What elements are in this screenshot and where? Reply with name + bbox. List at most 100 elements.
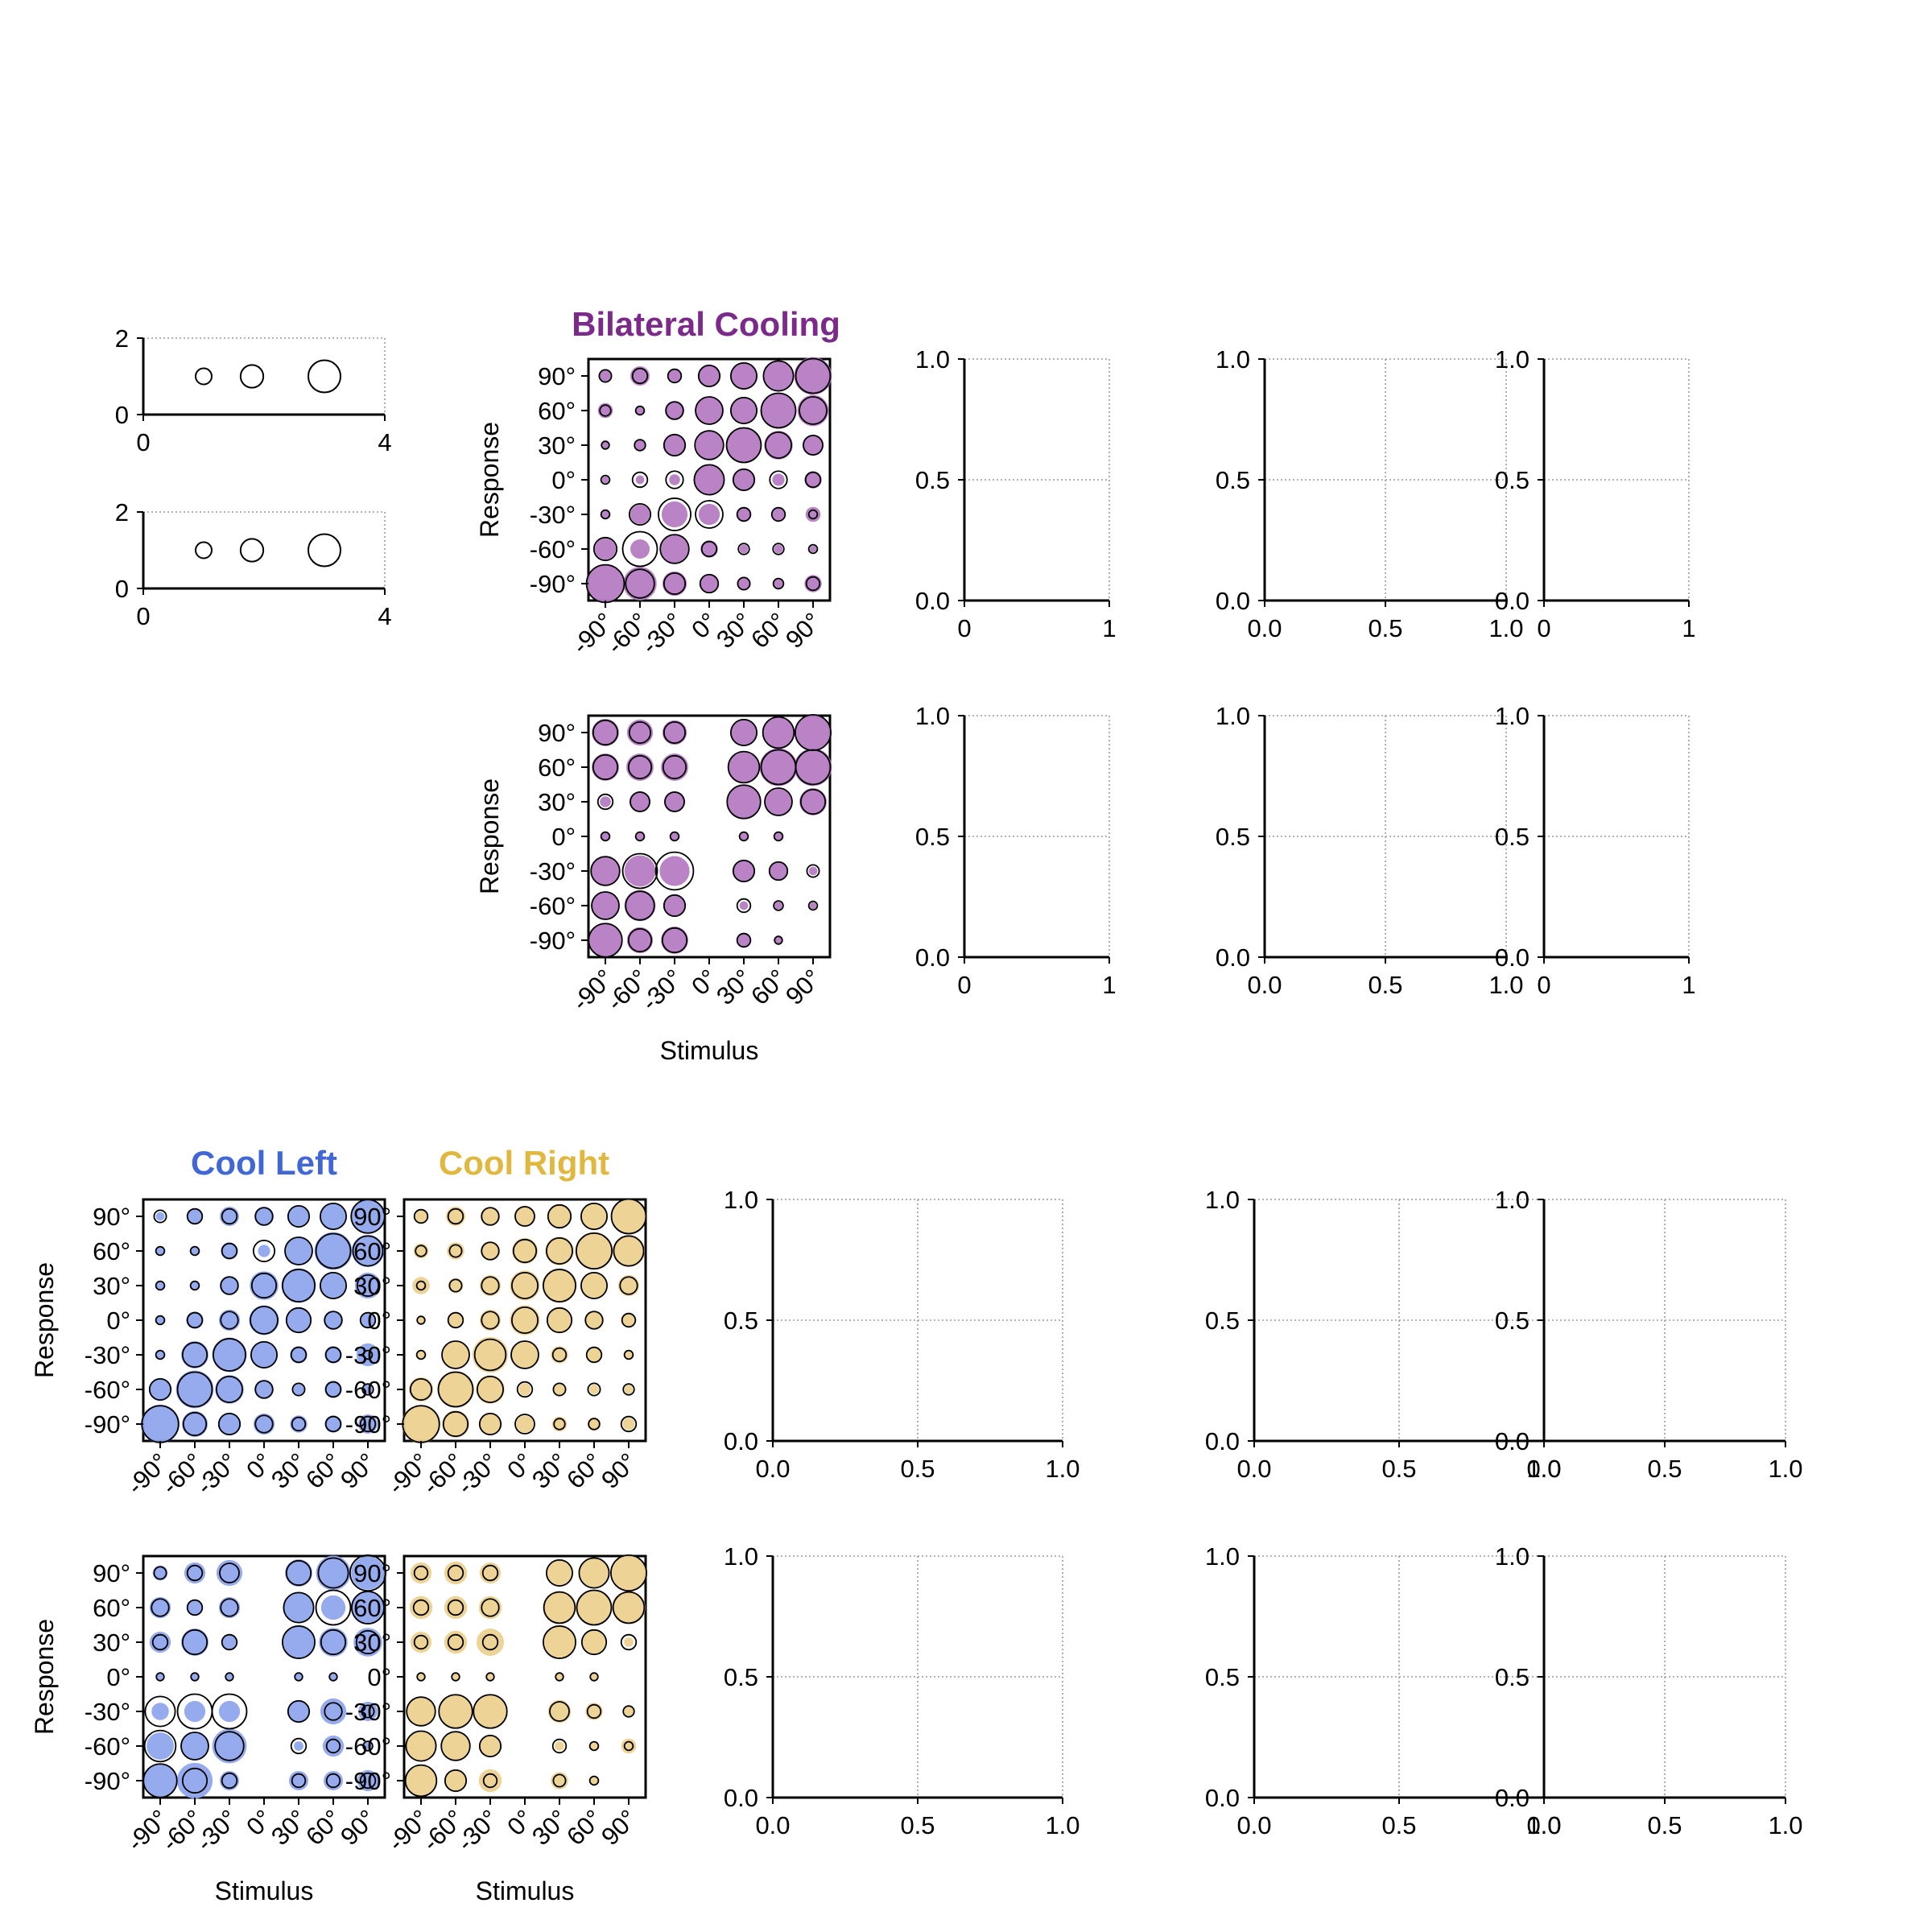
control-bubble xyxy=(738,831,749,842)
y-tick-label: 0° xyxy=(106,1307,130,1335)
y-tick-label: -90° xyxy=(530,570,576,598)
cooled-bubble xyxy=(402,1405,440,1443)
cooled-bubble xyxy=(626,719,654,746)
cooled-bubble xyxy=(730,397,758,424)
control-bubble xyxy=(803,435,824,456)
cooled-bubble xyxy=(610,1198,647,1235)
cooled-bubble xyxy=(180,1732,209,1761)
y-tick-label: 30° xyxy=(353,1629,391,1657)
cooled-bubble xyxy=(510,1340,539,1369)
control-bubble xyxy=(543,1269,576,1302)
x-tick-label: 90° xyxy=(596,1804,642,1851)
x-tick-label: -30° xyxy=(191,1447,243,1500)
cooled-bubble xyxy=(589,1385,599,1394)
cooled-bubble xyxy=(191,1673,199,1681)
panel-empty-r3-c3: 0.0 0.5 1.00.00.51.0 xyxy=(1495,1186,1803,1483)
y-tick-label: 0.0 xyxy=(1216,943,1250,972)
control-bubble xyxy=(190,1672,200,1682)
y-tick-label: 0° xyxy=(367,1307,391,1335)
control-bubble xyxy=(448,1244,463,1258)
cooled-bubble xyxy=(225,1673,233,1681)
cooled-bubble xyxy=(774,902,782,910)
cooled-bubble xyxy=(155,1350,165,1360)
y-tick-label: 0.0 xyxy=(1495,943,1530,972)
cooled-bubble xyxy=(320,1272,347,1299)
control-bubble xyxy=(588,1740,600,1752)
y-tick-label: 1.0 xyxy=(1495,1186,1530,1214)
cooled-bubble xyxy=(590,1673,598,1681)
cooled-bubble xyxy=(661,535,688,563)
cooled-bubble xyxy=(518,1383,531,1396)
cooled-bubble xyxy=(547,1203,572,1229)
y-tick-label: 90° xyxy=(353,1559,391,1587)
control-bubble xyxy=(282,1269,316,1302)
cooled-bubble xyxy=(542,1268,577,1303)
control-bubble xyxy=(284,1236,313,1265)
cooled-bubble xyxy=(668,369,681,382)
x-tick-label: 0 xyxy=(1537,971,1550,999)
control-bubble xyxy=(764,787,793,816)
control-bubble xyxy=(447,1599,464,1616)
y-tick-label: 60° xyxy=(353,1594,391,1622)
control-bubble xyxy=(481,1564,499,1582)
control-bubble xyxy=(406,1696,436,1727)
control-bubble xyxy=(695,396,724,425)
cooled-bubble xyxy=(250,1341,278,1368)
cooled-bubble xyxy=(592,719,619,746)
cooled-bubble xyxy=(324,1346,342,1364)
cooled-bubble xyxy=(155,1315,165,1325)
control-bubble xyxy=(219,1563,240,1583)
control-bubble xyxy=(324,1702,343,1721)
control-bubble xyxy=(413,1208,429,1224)
cooled-bubble xyxy=(510,1270,540,1301)
control-bubble xyxy=(481,1207,500,1226)
cooled-bubble xyxy=(762,394,795,427)
y-tick-label: 30° xyxy=(93,1629,130,1657)
y-tick-label: -90° xyxy=(85,1767,130,1795)
cooled-bubble xyxy=(739,544,749,554)
control-bubble xyxy=(600,474,611,485)
cooled-bubble xyxy=(592,753,619,781)
cooled-bubble xyxy=(799,788,827,815)
cooled-bubble xyxy=(249,1305,279,1335)
y-tick-label: -60° xyxy=(345,1732,391,1761)
cooled-bubble xyxy=(481,1241,500,1261)
control-bubble xyxy=(631,471,649,489)
control-bubble xyxy=(547,1203,572,1229)
cooled-bubble xyxy=(254,1380,274,1399)
control-bubble xyxy=(609,1554,648,1592)
cooled-bubble xyxy=(448,1278,464,1294)
x-tick-label: 90° xyxy=(780,964,827,1010)
control-bubble xyxy=(654,851,695,891)
cooled-bubble xyxy=(254,1207,274,1226)
control-bubble xyxy=(485,1672,495,1682)
control-bubble xyxy=(730,719,758,746)
control-bubble xyxy=(546,1237,573,1265)
cooled-bubble xyxy=(630,505,650,524)
y-tick-label: 30° xyxy=(538,431,576,460)
y-tick-label: 90° xyxy=(538,719,576,747)
cooled-bubble xyxy=(624,855,656,887)
control-bubble xyxy=(189,1280,200,1291)
panel-bilateral-1: -90°-60°-30°0°30°60°90°-90°-60°-30°0°30°… xyxy=(475,357,832,659)
cooled-bubble xyxy=(319,1628,348,1657)
control-bubble xyxy=(282,1625,316,1659)
x-tick-label: -30° xyxy=(452,1804,504,1856)
control-bubble xyxy=(592,536,618,562)
control-bubble xyxy=(622,1383,635,1396)
control-bubble xyxy=(543,1625,576,1659)
control-bubble xyxy=(667,368,683,384)
cooled-bubble xyxy=(805,506,821,522)
y-tick-label: 1.0 xyxy=(1216,702,1250,730)
cooled-bubble xyxy=(621,1738,637,1754)
control-bubble xyxy=(736,932,752,948)
y-tick-label: 0.5 xyxy=(1216,466,1250,494)
control-bubble xyxy=(769,470,788,489)
control-bubble xyxy=(283,1591,315,1624)
control-bubble xyxy=(663,894,687,918)
cooled-bubble xyxy=(287,1205,310,1228)
cooled-bubble xyxy=(729,752,759,782)
cooled-bubble xyxy=(221,1634,237,1650)
cooled-bubble xyxy=(156,1282,164,1290)
x-tick-label: 0.5 xyxy=(1647,1811,1682,1839)
